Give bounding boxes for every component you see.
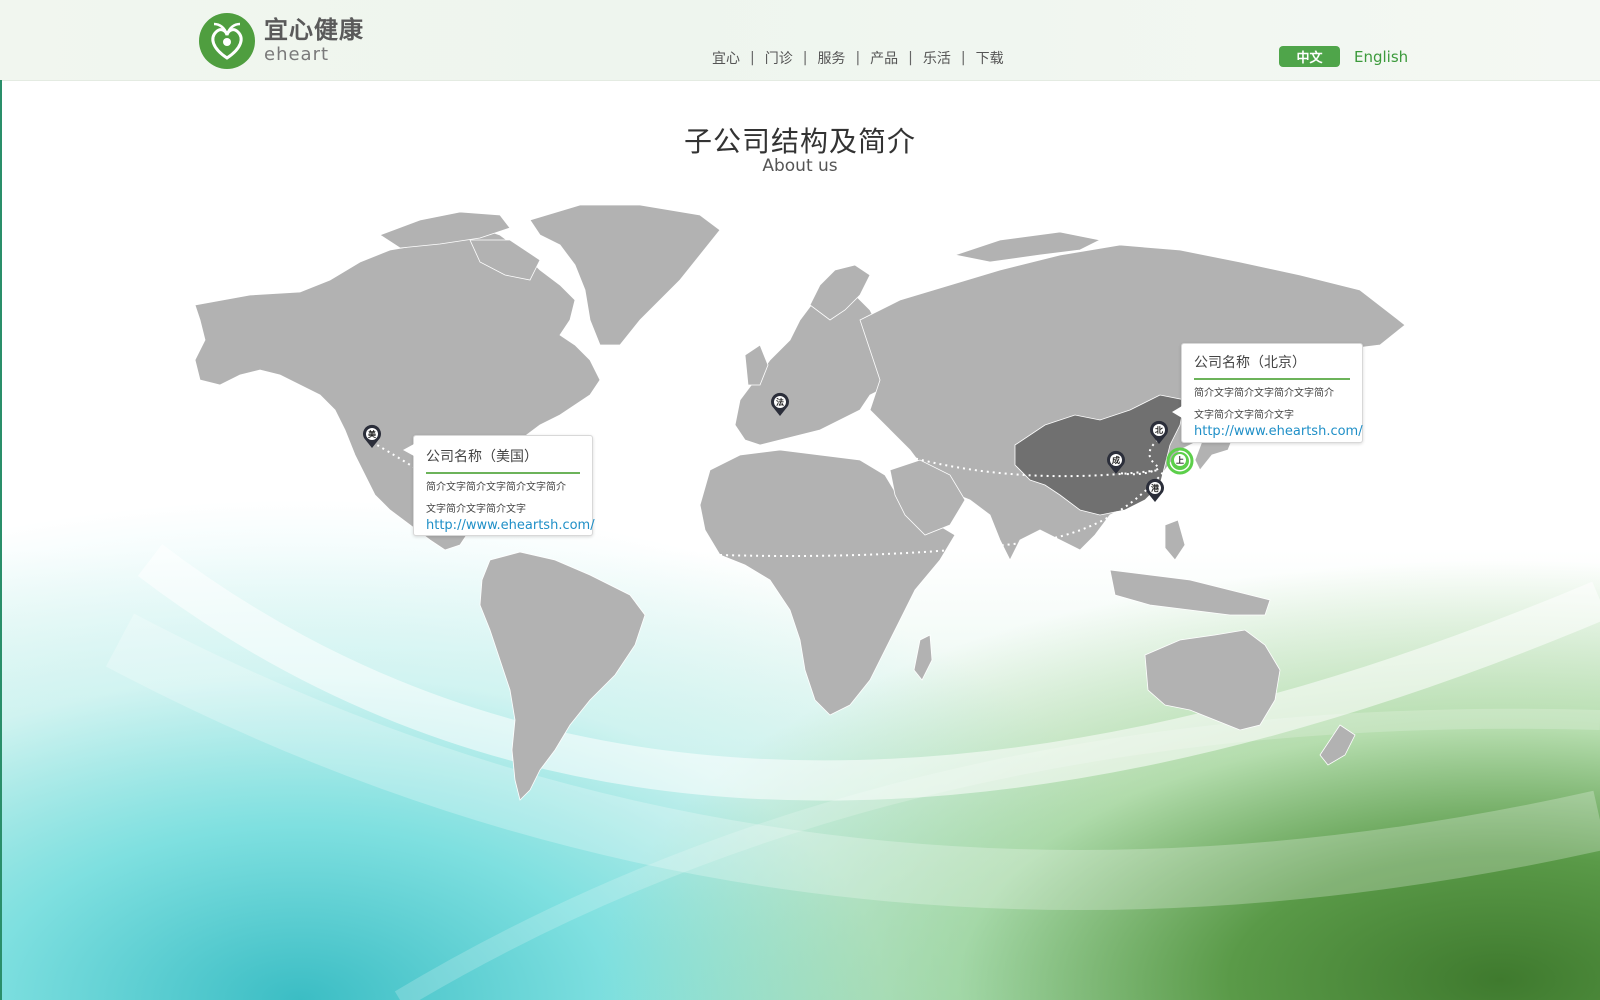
route-europe bbox=[869, 444, 1161, 478]
heart-leaf-logo-icon bbox=[199, 13, 255, 69]
lang-english-link[interactable]: English bbox=[1354, 48, 1409, 66]
south-america bbox=[479, 551, 646, 801]
new-zealand bbox=[1319, 724, 1356, 766]
routes bbox=[371, 439, 1169, 557]
lang-chinese-button[interactable]: 中文 bbox=[1279, 46, 1340, 67]
nav-item-clinic[interactable]: 门诊 bbox=[764, 51, 793, 67]
nav-item-service[interactable]: 服务 bbox=[817, 51, 846, 67]
route-cd bbox=[1114, 467, 1161, 476]
company-website-link[interactable]: http://www.eheartsh.com/ bbox=[1194, 424, 1363, 439]
pin-label-sh: 上 bbox=[1176, 455, 1184, 465]
china-region bbox=[1014, 394, 1186, 516]
nav-separator: | bbox=[908, 50, 913, 66]
card-pointer bbox=[403, 444, 414, 456]
company-card-bj[interactable]: 公司名称（北京） 简介文字简介文字简介文字简介 文字简介文字简介文字 http:… bbox=[1172, 343, 1363, 443]
route-bj bbox=[1148, 439, 1161, 469]
arctic-islands bbox=[379, 211, 511, 249]
route-africa bbox=[719, 469, 1166, 557]
pin-bj[interactable]: 北 bbox=[1150, 420, 1168, 444]
pin-label-fr: 法 bbox=[776, 397, 784, 407]
card-divider bbox=[426, 472, 580, 474]
australia bbox=[1144, 629, 1281, 731]
nav-separator: | bbox=[855, 50, 861, 66]
nav-separator: | bbox=[802, 50, 808, 66]
company-name: 公司名称（美国） bbox=[426, 449, 538, 465]
pin-fr[interactable]: 法 bbox=[771, 392, 789, 416]
nav-item-yixin[interactable]: 宜心 bbox=[712, 51, 740, 67]
logo[interactable]: 宜心健康 eheart bbox=[198, 12, 364, 70]
pin-label-hk: 港 bbox=[1151, 483, 1160, 493]
nav-item-lohas[interactable]: 乐活 bbox=[922, 51, 951, 67]
russia-north bbox=[953, 231, 1102, 263]
greenland bbox=[529, 204, 721, 346]
continents bbox=[194, 204, 1406, 801]
philippines bbox=[1164, 519, 1186, 561]
pin-cd[interactable]: 成 bbox=[1107, 450, 1125, 474]
site-header: 宜心健康 eheart 宜心 | 门诊 | 服务 | 产品 | 乐活 | 下载 … bbox=[0, 0, 1600, 81]
nav-separator: | bbox=[750, 50, 755, 66]
uk bbox=[744, 344, 769, 386]
nav-item-product[interactable]: 产品 bbox=[870, 51, 899, 67]
main-nav: 宜心 | 门诊 | 服务 | 产品 | 乐活 | 下载 bbox=[708, 48, 1008, 68]
nav-separator: | bbox=[960, 50, 966, 66]
page-title: 子公司结构及简介 bbox=[683, 125, 916, 158]
pin-label-us: 美 bbox=[368, 429, 377, 439]
pin-hk[interactable]: 港 bbox=[1146, 478, 1164, 502]
madagascar bbox=[913, 634, 933, 681]
card-divider bbox=[1194, 378, 1350, 380]
pin-sh[interactable]: 上 bbox=[1166, 447, 1194, 475]
pin-label-bj: 北 bbox=[1155, 425, 1163, 435]
company-desc-line2: 文字简介文字简介文字 bbox=[426, 504, 526, 515]
arabia bbox=[889, 459, 966, 536]
brand-name-en: eheart bbox=[264, 44, 330, 65]
pin-label-cd: 成 bbox=[1112, 455, 1120, 465]
company-desc-line1: 简介文字简介文字简介文字简介 bbox=[426, 482, 566, 493]
card-pointer bbox=[1172, 406, 1182, 418]
nav-item-download[interactable]: 下载 bbox=[975, 51, 1004, 67]
brand-name-cn: 宜心健康 bbox=[264, 16, 364, 44]
left-edge-line bbox=[0, 80, 2, 1000]
africa bbox=[699, 449, 956, 716]
company-card-us[interactable]: 公司名称（美国） 简介文字简介文字简介文字简介 文字简介文字简介文字 http:… bbox=[403, 435, 595, 536]
southeast-asia-islands bbox=[1109, 569, 1271, 616]
scandinavia bbox=[809, 264, 871, 321]
page-subtitle: About us bbox=[762, 156, 838, 176]
pin-us[interactable]: 美 bbox=[362, 424, 382, 448]
company-name: 公司名称（北京） bbox=[1194, 355, 1306, 371]
company-desc-line1: 简介文字简介文字简介文字简介 bbox=[1194, 388, 1334, 399]
company-desc-line2: 文字简介文字简介文字 bbox=[1194, 410, 1294, 421]
company-website-link[interactable]: http://www.eheartsh.com/ bbox=[426, 518, 595, 533]
baffin-island bbox=[469, 239, 541, 281]
